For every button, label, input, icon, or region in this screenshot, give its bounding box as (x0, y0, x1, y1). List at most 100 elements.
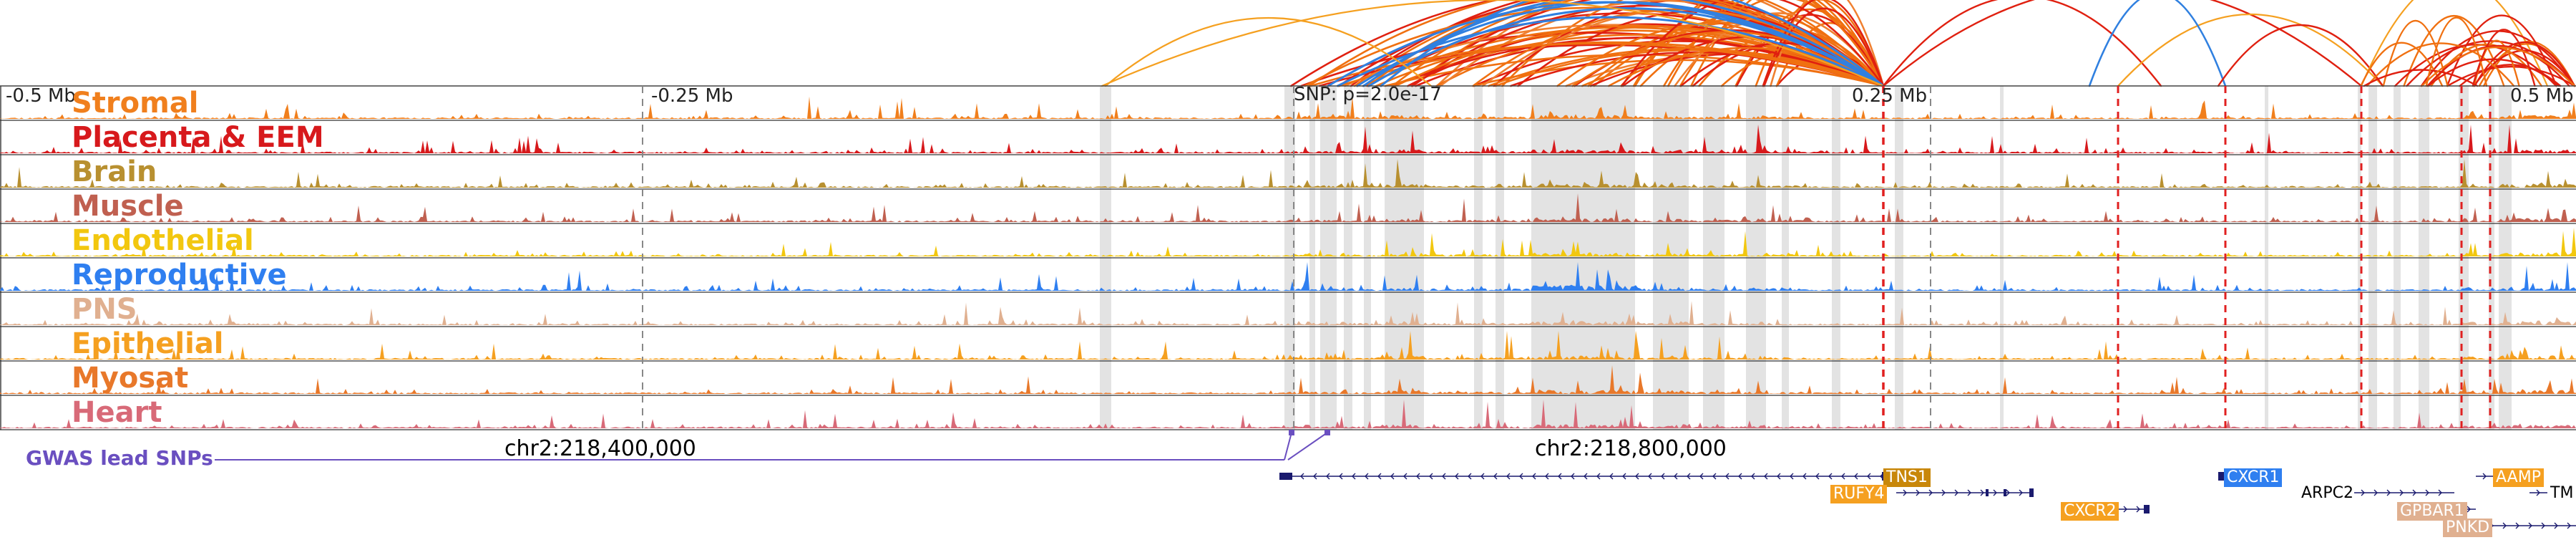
gene-rufy4-arrow (2006, 489, 2010, 496)
gene-rufy4-exon-b (2004, 489, 2006, 496)
gene-tns1-arrow (1596, 473, 1601, 480)
gene-tns1-arrow (1416, 473, 1420, 480)
gene-tns1-arrow (1802, 473, 1807, 480)
gene-pnkd-arrow (2541, 522, 2545, 529)
axis-tick-label-neg-0-5: -0.5 Mb (6, 85, 76, 107)
highlight-regions (1100, 86, 2512, 430)
gene-cxcr2-exon (2144, 505, 2150, 514)
gene-tns1-arrow (1828, 473, 1833, 480)
gene-tns1-arrow (1480, 473, 1485, 480)
loop-arc-104 (2425, 16, 2488, 87)
gene-pnkd-arrow (2528, 522, 2532, 529)
coordinate-label-left: chr2:218,400,000 (504, 436, 696, 461)
loop-arc-85 (2403, 14, 2505, 87)
gene-tns1-arrow (1725, 473, 1729, 480)
track-label-brain: Brain (72, 155, 157, 188)
gene-tns1-arrow (1403, 473, 1407, 480)
gene-tns1-arrow (1777, 473, 1781, 480)
gene-arpc2-arrow (2361, 489, 2365, 496)
gene-label-cxcr1: CXCR1 (2224, 468, 2283, 487)
signal-track-3 (0, 193, 2576, 222)
gene-tns1-arrow (1377, 473, 1382, 480)
gene-rufy4-arrow (1941, 489, 1946, 496)
gene-cxcr2-arrow (2123, 506, 2127, 513)
gene-tns1-arrow (1429, 473, 1433, 480)
gene-rufy4-arrow (1967, 489, 1971, 496)
loop-arc-78 (1882, 0, 2162, 87)
gene-pnkd-arrow (2554, 522, 2558, 529)
gene-label-arpc2: ARPC2 (2301, 484, 2353, 502)
axis-tick-label-pos-0-25: 0.25 Mb (1852, 85, 1928, 107)
loop-arc-50 (1384, 54, 1885, 87)
gene-tns1-arrow (1519, 473, 1523, 480)
gene-tns1-arrow (1764, 473, 1768, 480)
gene-label-tm: TM (2550, 484, 2574, 502)
gene-arpc2-arrow (2438, 489, 2442, 496)
loop-arc-91 (2474, 41, 2576, 87)
gene-label-aamp: AAMP (2493, 468, 2544, 487)
gene-tm-arrow (2536, 489, 2540, 496)
signal-tracks (0, 96, 2576, 428)
loop-arc-80 (2117, 14, 2384, 87)
loop-arc-93 (2446, 65, 2576, 87)
axis-tick-label-pos-0-5: 0.5 Mb (2510, 85, 2574, 107)
loop-arc-100 (2426, 44, 2570, 87)
gene-tns1-arrow (1699, 473, 1704, 480)
coordinate-label-right: chr2:218,800,000 (1535, 436, 1727, 461)
gene-label-cxcr2: CXCR2 (2061, 502, 2119, 521)
gene-rufy4-arrow (1980, 489, 1984, 496)
gwas-connector-1 (1284, 432, 1292, 461)
gwas-connector-2 (1287, 432, 1328, 461)
loop-arc-102 (2363, 69, 2479, 87)
snp-pvalue-label: SNP: p=2.0e-17 (1294, 84, 1442, 105)
gwas-snp-marker-1 (1289, 430, 1294, 435)
loop-arc-65 (1763, 7, 1885, 87)
loop-arc-77 (1104, 16, 1433, 87)
gene-tns1-exon-a (1279, 473, 1292, 480)
gene-tns1-arrow (1300, 473, 1304, 480)
loop-arc-105 (2427, 58, 2560, 87)
gene-tns1-arrow (1468, 473, 1472, 480)
gene-rufy4-arrow (1903, 489, 1907, 496)
gene-arpc2-arrow (2399, 489, 2404, 496)
gene-tns1-arrow (1609, 473, 1614, 480)
loop-arc-27 (1300, 32, 1885, 87)
gene-arpc2-arrow (2425, 489, 2429, 496)
loop-arc-73 (1367, 7, 1885, 87)
gene-tns1-arrow (1571, 473, 1575, 480)
snp-marker-lines (642, 86, 2492, 430)
gene-tns1-arrow (1506, 473, 1511, 480)
gene-arpc2-arrow (2386, 489, 2391, 496)
gene-gpbar1-arrow (2467, 506, 2471, 513)
gene-label-tns1: TNS1 (1883, 468, 1931, 487)
track-label-myosat: Myosat (72, 362, 189, 395)
loop-arc-71 (1362, 0, 1885, 87)
gene-rufy4-exon-a (1986, 489, 1989, 496)
gene-tns1-arrow (1493, 473, 1498, 480)
gene-pnkd-arrow (2502, 522, 2507, 529)
loop-arc-75 (1380, 0, 1885, 87)
loop-arc-72 (1356, 1, 1885, 87)
gene-tns1-arrow (1648, 473, 1652, 480)
gene-tns1-arrow (1365, 473, 1369, 480)
gene-pnkd-arrow (2567, 522, 2571, 529)
gene-aamp-arrow (2482, 473, 2487, 480)
gene-cxcr1-exon (2218, 472, 2224, 481)
loop-arc-52 (1411, 4, 1885, 87)
loop-arc-76 (1101, 0, 1885, 87)
gene-tns1-arrow (1712, 473, 1717, 480)
track-label-placenta-eem: Placenta & EEM (72, 121, 324, 154)
loop-arc-82 (2217, 24, 2384, 87)
track-label-muscle: Muscle (72, 190, 184, 223)
loop-arc-66 (1338, 41, 1885, 87)
loop-arc-54 (1494, 49, 1885, 87)
loop-arc-44 (1304, 6, 1885, 87)
gene-pnkd-arrow (2515, 522, 2519, 529)
gene-rufy4-arrow (1993, 489, 1997, 496)
gene-label-gpbar1: GPBAR1 (2397, 502, 2467, 521)
gene-tns1-arrow (1815, 473, 1820, 480)
track-label-stromal: Stromal (72, 87, 199, 120)
gene-rufy4-arrow (1954, 489, 1958, 496)
